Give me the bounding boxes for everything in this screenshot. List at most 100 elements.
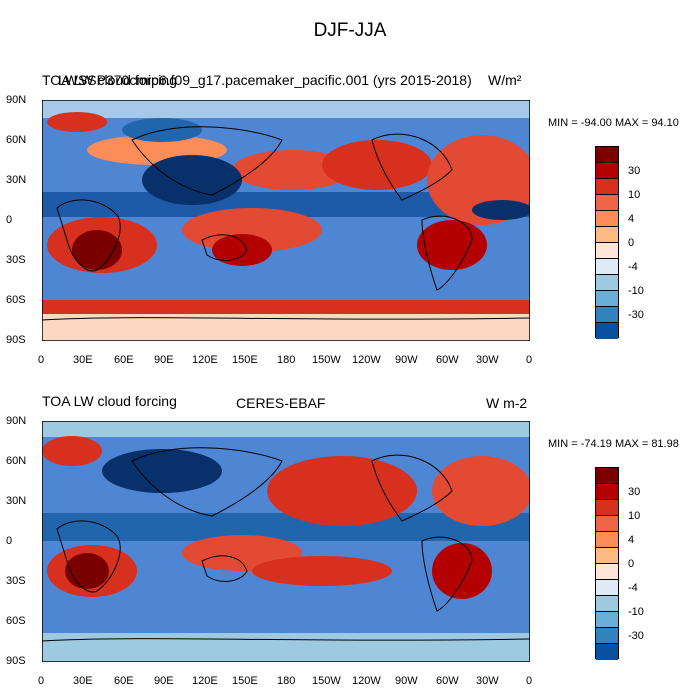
x-tick-label: 30E	[73, 675, 93, 687]
colorbar-swatch	[596, 243, 618, 259]
colorbar-label: 0	[628, 237, 635, 249]
colorbar-label: 0	[628, 558, 635, 570]
panel-left-title: TOA LW cloud forcing	[42, 72, 177, 88]
colorbar	[595, 467, 619, 660]
southern-red-band	[42, 300, 530, 314]
red-region	[42, 436, 102, 466]
coastline	[42, 317, 530, 321]
colorbar-swatch	[596, 612, 618, 628]
x-tick-label: 120W	[352, 675, 381, 687]
x-tick-label: 120E	[192, 354, 218, 366]
colorbar-label: -10	[628, 285, 644, 297]
red-region	[252, 556, 392, 586]
coastline	[131, 447, 283, 517]
x-tick-label: 90W	[395, 675, 418, 687]
y-tick-label: 60N	[6, 134, 27, 146]
panel-center-title: CERES-EBAF	[236, 395, 326, 411]
panel-overlay-title: LWSSP370cmip6.f09_g17.pacemaker_pacific.…	[58, 72, 472, 88]
colorbar-swatch	[596, 291, 618, 307]
colorbar-swatch	[596, 275, 618, 291]
y-tick-label: 90S	[6, 334, 26, 346]
south-america-maximum	[432, 543, 492, 599]
red-region	[232, 150, 352, 190]
x-tick-label: 150E	[232, 354, 258, 366]
southern-band	[42, 621, 530, 633]
antarctic-band	[42, 633, 530, 662]
y-tick-label: 0	[6, 535, 13, 547]
panel-units: W m-2	[486, 395, 528, 411]
dark-blue-region	[472, 200, 530, 220]
coastline	[201, 555, 248, 582]
colorbar-swatch	[596, 179, 618, 195]
x-tick-label: 90E	[154, 354, 174, 366]
colorbar-swatch	[596, 323, 618, 339]
colorbar	[595, 146, 619, 339]
y-tick-label: 90S	[6, 655, 26, 667]
coastline	[56, 199, 121, 272]
colorbar-swatch	[596, 195, 618, 211]
colorbar-swatch	[596, 596, 618, 612]
colorbar-swatch	[596, 580, 618, 596]
red-region	[267, 456, 417, 526]
top-map	[42, 100, 530, 341]
dark-blue-region	[142, 155, 242, 205]
red-region	[212, 234, 272, 266]
x-tick-label: 90E	[154, 675, 174, 687]
colorbar-swatch	[596, 628, 618, 644]
coastline	[42, 638, 530, 642]
x-tick-label: 60E	[114, 675, 134, 687]
colorbar-swatch	[596, 211, 618, 227]
x-tick-label: 150W	[312, 354, 341, 366]
x-tick-label: 180	[277, 675, 296, 687]
coastline	[371, 454, 453, 522]
colorbar-swatch	[596, 147, 618, 163]
red-region	[47, 112, 107, 132]
x-tick-label: 120E	[192, 675, 218, 687]
y-tick-label: 0	[6, 214, 13, 226]
red-region	[182, 208, 322, 252]
y-tick-label: 30S	[6, 575, 26, 587]
colorbar-label: -4	[628, 582, 638, 594]
colorbar-label: 30	[628, 486, 641, 498]
x-tick-label: 0	[38, 354, 45, 366]
colorbar-swatch	[596, 644, 618, 660]
x-tick-label: 60E	[114, 354, 134, 366]
colorbar-swatch	[596, 259, 618, 275]
x-tick-label: 30W	[476, 354, 499, 366]
colorbar-swatch	[596, 532, 618, 548]
x-tick-label: 120W	[352, 354, 381, 366]
x-tick-label: 90W	[395, 354, 418, 366]
min-max-label: MIN = -94.00 MAX = 94.10	[548, 117, 679, 129]
dark-blue-region	[102, 449, 222, 493]
x-tick-label: 30W	[476, 675, 499, 687]
colorbar-swatch	[596, 564, 618, 580]
africa-maximum	[65, 553, 109, 589]
colorbar-label: -4	[628, 261, 638, 273]
y-tick-label: 30N	[6, 495, 27, 507]
bottom-map-panel: TOA LW cloud forcing CERES-EBAF W m-2 90…	[0, 321, 700, 687]
bottom-map	[42, 421, 530, 662]
arctic-band	[42, 100, 530, 118]
y-tick-label: 90N	[6, 415, 27, 427]
colorbar-label: 4	[628, 534, 635, 546]
colorbar-swatch	[596, 468, 618, 484]
red-region	[322, 140, 432, 190]
africa-maximum	[72, 230, 122, 270]
y-tick-label: 90N	[6, 94, 27, 106]
x-tick-label: 60W	[436, 354, 459, 366]
figure-title: DJF-JJA	[313, 20, 387, 41]
red-region	[432, 456, 530, 526]
colorbar-swatch	[596, 500, 618, 516]
y-tick-label: 60N	[6, 455, 27, 467]
colorbar-label: 4	[628, 213, 635, 225]
south-america-maximum	[417, 220, 487, 270]
coastline	[421, 536, 473, 612]
y-tick-label: 60S	[6, 294, 26, 306]
colorbar-swatch	[596, 548, 618, 564]
x-tick-label: 0	[38, 675, 45, 687]
coastline	[56, 520, 121, 593]
colorbar-swatch	[596, 163, 618, 179]
coastline	[131, 126, 283, 196]
coastline	[201, 234, 248, 261]
y-tick-label: 30N	[6, 174, 27, 186]
